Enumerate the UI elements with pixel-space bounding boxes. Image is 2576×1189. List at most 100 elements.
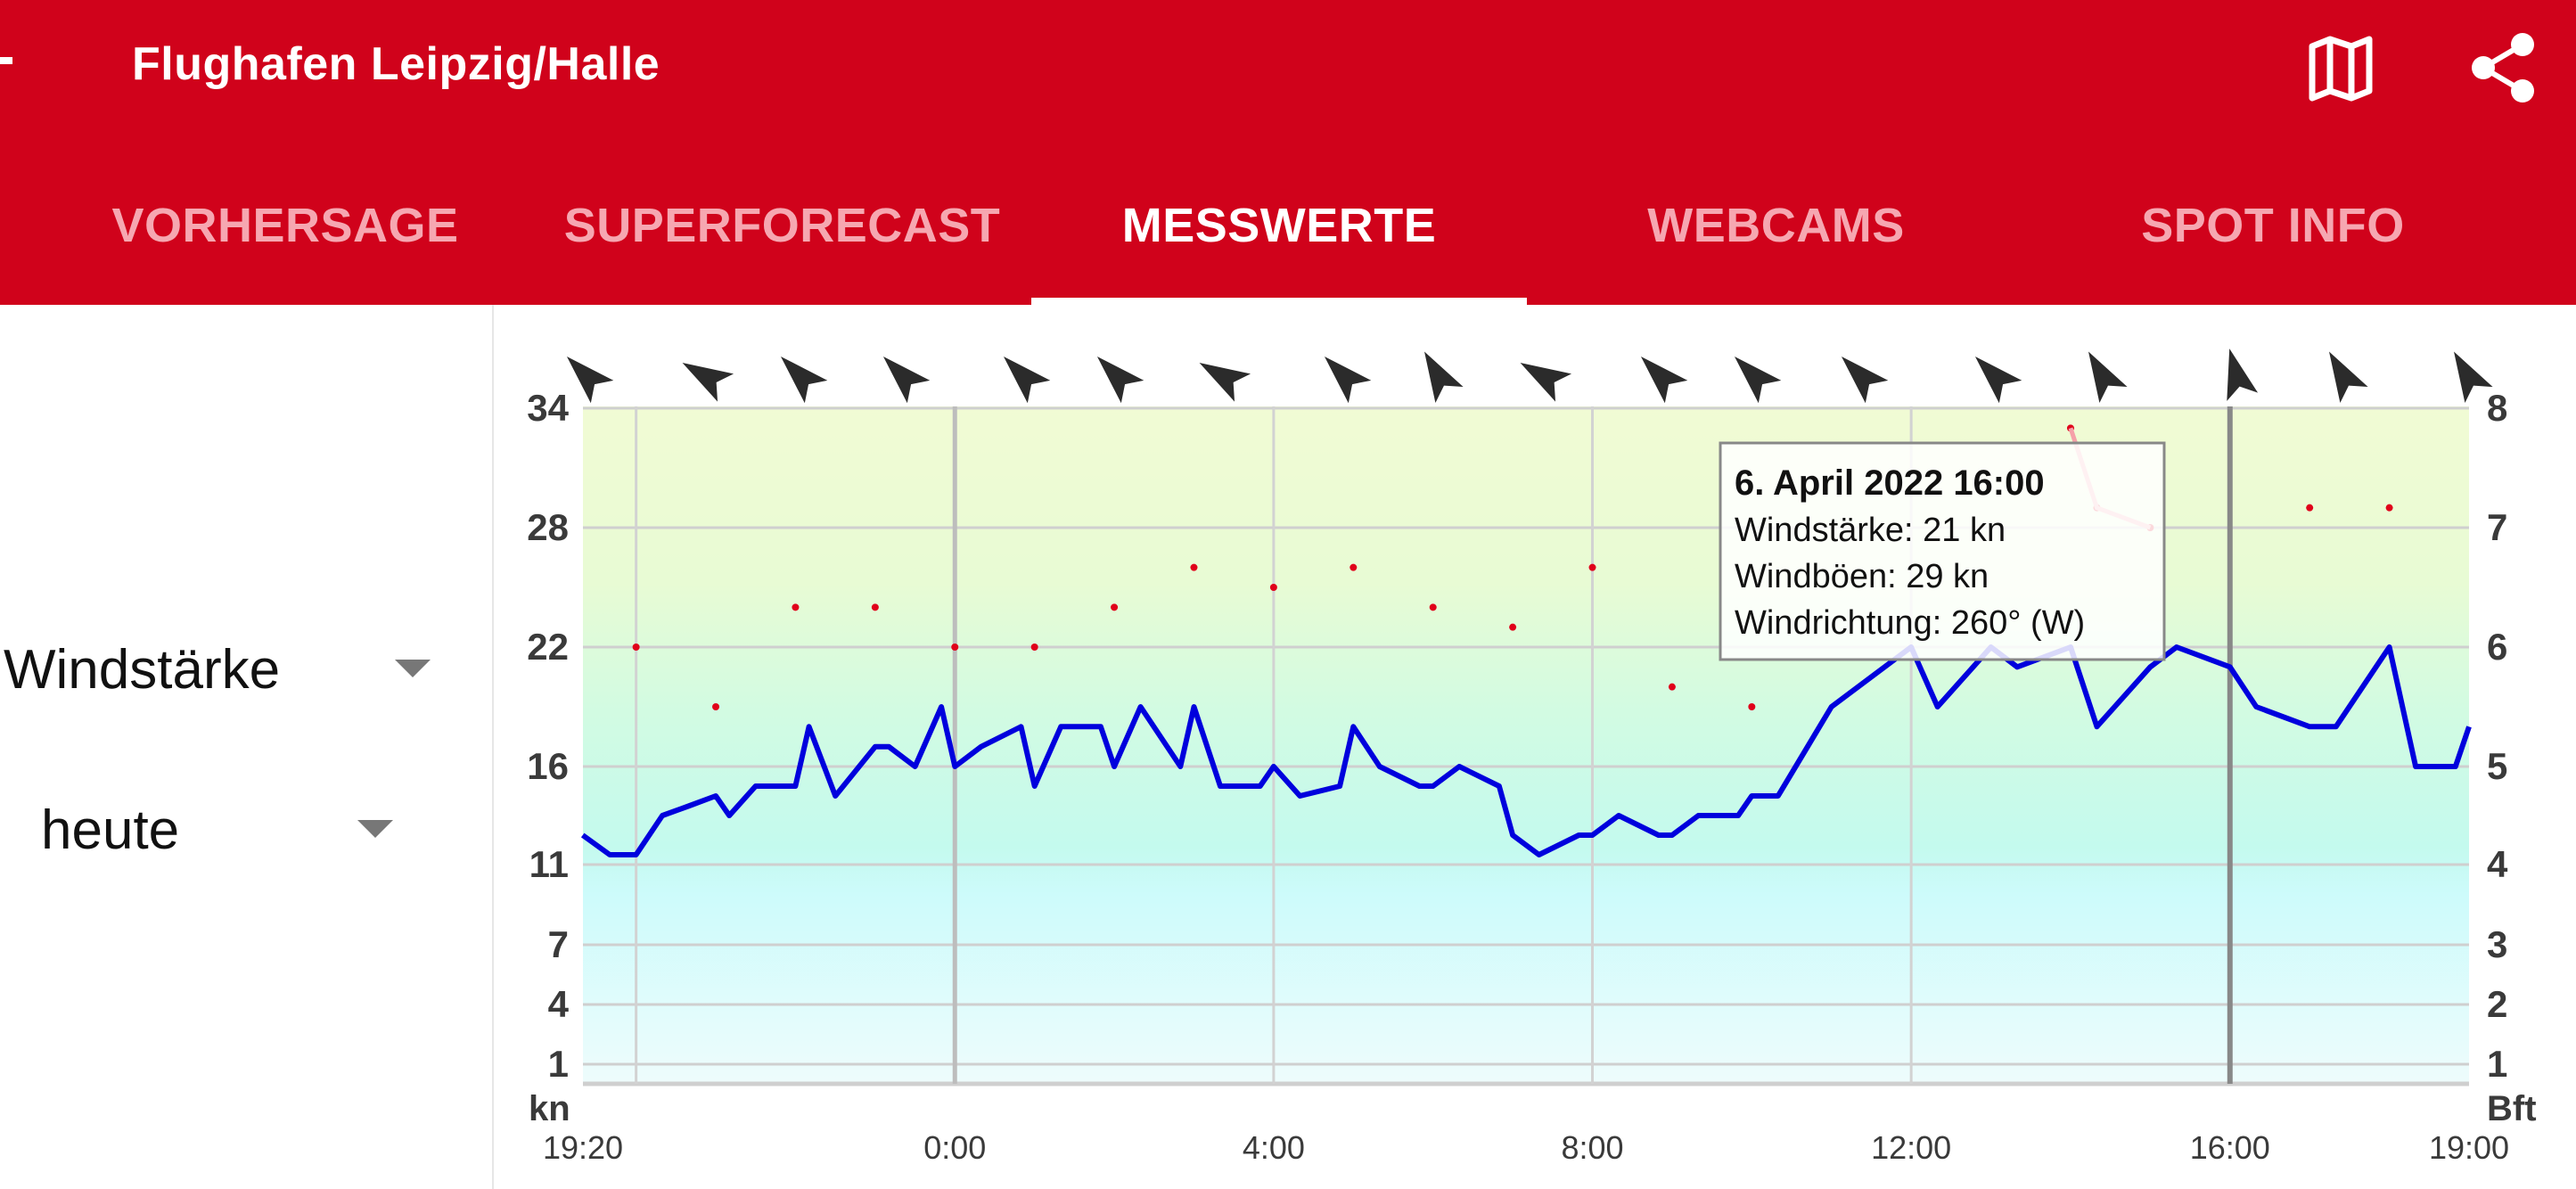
tooltip-box [1719,441,2166,661]
chart-background [583,406,2469,1084]
gust-point [871,603,879,611]
gust-point [1429,603,1437,611]
arrow-shape [566,356,614,404]
wind-direction-arrow-icon [1199,363,1251,402]
period-caret-icon[interactable] [357,820,393,838]
arrow-shape [1096,356,1144,404]
x-tick-label: 12:00 [1871,1129,1951,1166]
wind-direction-arrow-icon [2227,348,2259,401]
tooltip-windrichtung: Windrichtung: 260° (W) [1735,604,2085,642]
wind-direction-arrow-icon [780,356,828,404]
gust-point [1111,603,1119,611]
wind-direction-arrow-icon [1974,356,2022,404]
y-left-tick-label: 34 [527,387,569,429]
gust-point [2306,504,2314,512]
gust-point [1588,563,1596,571]
x-tick-label: 19:20 [543,1129,623,1166]
active-tab-indicator [1031,298,1527,305]
y-right-tick-label: 2 [2487,983,2507,1025]
wind-direction-arrow-icon [682,363,734,402]
arrow-shape [1199,363,1251,402]
wind-direction-arrow-icon [1096,356,1144,404]
x-tick-label: 8:00 [1561,1129,1623,1166]
x-tick-label: 19:00 [2429,1129,2509,1166]
tab-spot-info[interactable]: SPOT INFO [2141,199,2405,252]
arrow-shape [1520,363,1572,402]
x-tick-label: 0:00 [923,1129,986,1166]
tab-webcams[interactable]: WEBCAMS [1647,199,1905,252]
gust-point [1748,703,1756,710]
y-left-tick-label: 11 [529,843,569,885]
wind-direction-arrow-icon [566,356,614,404]
y-left-tick-label: 7 [548,923,569,965]
y-right-tick-label: 3 [2487,923,2507,965]
gust-point [2385,504,2393,512]
arrow-shape [2227,348,2259,401]
gust-point [1269,584,1277,591]
wind-direction-arrow-icon [1841,356,1889,404]
y-right-tick-label: 6 [2487,626,2507,668]
arrow-shape [1974,356,2022,404]
sidebar-divider [492,305,494,1189]
wind-direction-arrow-icon [1003,356,1051,404]
y-left-tick-label: 22 [527,626,569,668]
gust-point [1668,683,1676,691]
wind-direction-arrow-icon [2088,351,2128,404]
arrow-shape [2454,351,2493,404]
gust-point [1350,563,1358,571]
gust-point [951,644,959,651]
map-icon[interactable] [2305,34,2376,102]
back-icon[interactable] [0,57,12,64]
x-tick-label: 16:00 [2190,1129,2270,1166]
x-tick-label: 4:00 [1243,1129,1305,1166]
page-title: Flughafen Leipzig/Halle [132,38,660,90]
arrow-shape [1003,356,1051,404]
gust-point [1509,623,1517,631]
y-left-tick-label: 4 [548,983,570,1025]
arrow-shape [1841,356,1889,404]
wind-direction-arrow-icon [1324,356,1372,404]
tab-superforecast[interactable]: SUPERFORECAST [563,199,1001,252]
tooltip-windboeen: Windböen: 29 kn [1735,558,1989,595]
arrow-shape [1424,351,1464,404]
y-right-tick-label: 8 [2487,387,2507,429]
y-left-tick-label: 1 [548,1043,569,1085]
wind-direction-arrow-icon [1734,356,1782,404]
left-axis-unit: kn [529,1089,570,1128]
y-right-tick-label: 5 [2487,745,2507,787]
wind-direction-arrow-icon [2329,351,2368,404]
wind-direction-arrow-icon [1640,356,1688,404]
arrow-shape [682,363,734,402]
gust-point [632,644,640,651]
wind-direction-arrow-icon [2454,351,2493,404]
arrow-shape [1640,356,1688,404]
right-axis-unit: Bft [2487,1089,2537,1128]
arrow-shape [882,356,931,404]
tooltip-title: 6. April 2022 16:00 [1735,463,2045,503]
gust-point [1030,644,1038,651]
y-left-tick-label: 16 [527,745,569,787]
period-dropdown-value: heute [41,800,180,861]
measure-dropdown[interactable]: Windstärke [4,638,280,701]
arrow-shape [2329,351,2368,404]
measure-dropdown-value: Windstärke [4,639,281,701]
y-right-tick-label: 7 [2487,506,2507,548]
y-right-tick-label: 1 [2487,1043,2507,1085]
arrow-shape [2088,351,2128,404]
wind-direction-arrow-icon [1424,351,1464,404]
app-bar: Flughafen Leipzig/Halle VORHERSAGE SUPER… [0,0,2576,305]
share-icon[interactable] [2469,32,2537,103]
measure-caret-icon[interactable] [395,660,431,677]
gust-point [792,603,800,611]
wind-speed-line [580,644,2472,857]
tab-messwerte[interactable]: MESSWERTE [1121,199,1437,252]
tab-vorhersage[interactable]: VORHERSAGE [111,199,459,252]
wind-direction-arrow-icon [1520,363,1572,402]
wind-direction-arrow-icon [882,356,931,404]
y-left-tick-label: 28 [527,506,569,548]
period-dropdown[interactable]: heute [41,799,179,862]
gust-point [1190,563,1198,571]
arrow-shape [1324,356,1372,404]
y-right-tick-label: 4 [2487,843,2508,885]
